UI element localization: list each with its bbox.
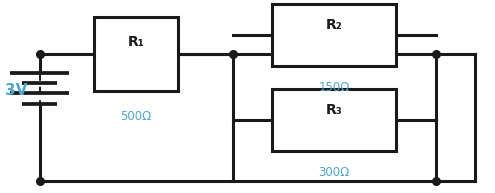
Text: 500Ω: 500Ω: [120, 110, 152, 123]
Text: 3V: 3V: [5, 83, 27, 98]
Text: R₁: R₁: [128, 36, 145, 49]
Text: R₃: R₃: [326, 103, 343, 117]
Text: 300Ω: 300Ω: [318, 166, 350, 179]
Text: R₂: R₂: [326, 18, 343, 32]
FancyBboxPatch shape: [272, 4, 396, 66]
FancyBboxPatch shape: [272, 89, 396, 151]
Text: 150Ω: 150Ω: [318, 81, 350, 94]
FancyBboxPatch shape: [94, 17, 178, 91]
